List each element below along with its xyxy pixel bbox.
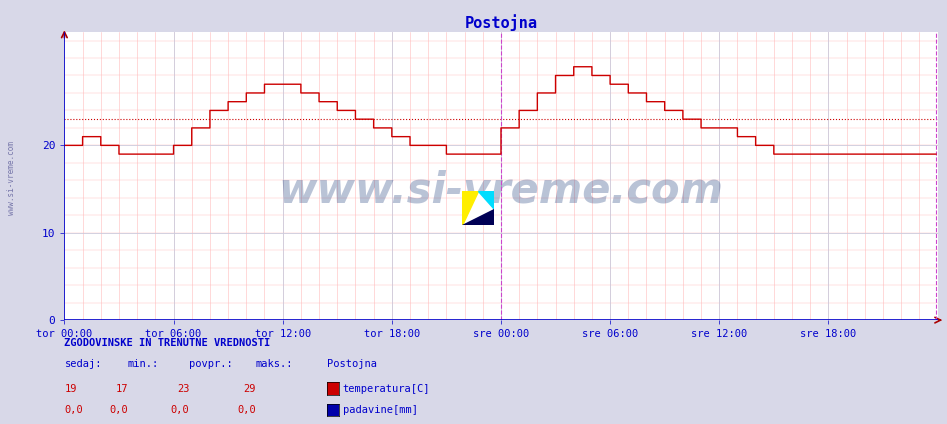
Text: 0,0: 0,0 — [64, 405, 83, 416]
Text: povpr.:: povpr.: — [189, 359, 233, 369]
Text: min.:: min.: — [128, 359, 159, 369]
Text: 29: 29 — [243, 384, 256, 394]
Text: 17: 17 — [116, 384, 128, 394]
Text: Postojna: Postojna — [327, 359, 377, 369]
Text: 19: 19 — [64, 384, 77, 394]
Text: 0,0: 0,0 — [170, 405, 189, 416]
Text: 0,0: 0,0 — [109, 405, 128, 416]
Text: maks.:: maks.: — [256, 359, 294, 369]
Text: 23: 23 — [177, 384, 189, 394]
Polygon shape — [462, 209, 494, 225]
Text: padavine[mm]: padavine[mm] — [343, 405, 418, 416]
Text: ZGODOVINSKE IN TRENUTNE VREDNOSTI: ZGODOVINSKE IN TRENUTNE VREDNOSTI — [64, 338, 271, 348]
Text: sedaj:: sedaj: — [64, 359, 102, 369]
Polygon shape — [478, 191, 494, 209]
Title: Postojna: Postojna — [464, 14, 538, 31]
Text: www.si-vreme.com: www.si-vreme.com — [278, 169, 724, 212]
Text: www.si-vreme.com: www.si-vreme.com — [7, 141, 16, 215]
Text: temperatura[C]: temperatura[C] — [343, 384, 430, 394]
Polygon shape — [462, 191, 478, 225]
Text: 0,0: 0,0 — [237, 405, 256, 416]
